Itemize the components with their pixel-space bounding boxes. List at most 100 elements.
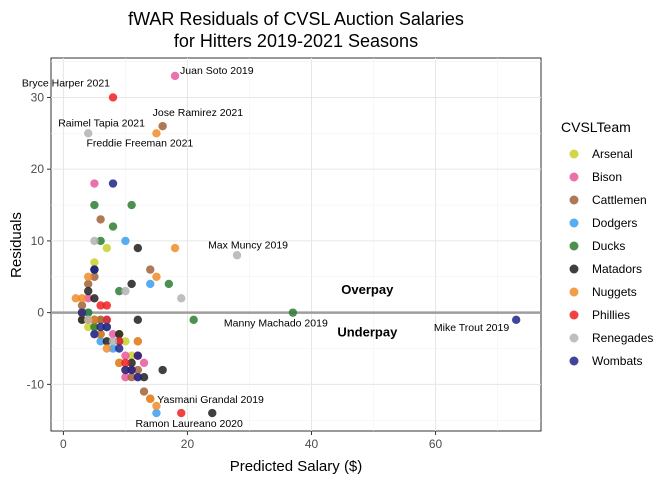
data-point-ducks: [96, 236, 105, 246]
legend-label-arsenal: Arsenal: [592, 147, 633, 161]
data-point-nuggets: [90, 315, 99, 325]
annotation-label: Max Muncy 2019: [208, 239, 288, 251]
data-point-bison: [121, 373, 130, 382]
data-point-cattlemen: [77, 301, 87, 310]
data-point-bison: [121, 351, 130, 360]
legend-label-nuggets: Nuggets: [592, 285, 637, 299]
data-point-nuggets: [77, 294, 87, 303]
data-point-renegades: [121, 286, 130, 296]
legend: CVSLTeam Arsenal Bison Cattlemen Dodgers Duc…: [561, 119, 653, 368]
data-point-renegades: [90, 236, 99, 246]
zone-label-underpay: Underpay: [337, 324, 398, 339]
x-axis-title: Predicted Salary ($): [230, 458, 363, 475]
y-tick-label: 30: [31, 90, 45, 104]
data-point-cattlemen: [127, 373, 136, 382]
data-point-dodgers: [146, 279, 155, 289]
legend-label-dodgers: Dodgers: [592, 216, 637, 230]
y-tick-label: 20: [31, 162, 45, 176]
data-point-wombats: [90, 265, 99, 274]
data-point-nuggets: [152, 401, 161, 411]
legend-key-matadors: [569, 264, 579, 274]
data-point-renegades: [84, 129, 93, 138]
legend-label-cattlemen: Cattlemen: [592, 193, 647, 207]
legend-key-phillies: [569, 310, 579, 320]
data-point-bison: [108, 329, 118, 339]
annotation-label: Jose Ramirez 2021: [153, 107, 244, 119]
data-point-matadors: [90, 294, 99, 303]
data-point-ducks: [164, 279, 174, 289]
data-point-wombats: [90, 329, 99, 339]
data-point-wombats: [108, 179, 118, 188]
data-point-wombats: [115, 344, 124, 353]
data-point-bison: [84, 294, 93, 303]
data-point-dodgers: [152, 408, 161, 418]
annotation-label: Freddie Freeman 2021: [86, 137, 193, 149]
data-point-nuggets: [115, 358, 124, 368]
data-point-arsenal: [127, 351, 136, 360]
data-point-nuggets: [152, 272, 161, 281]
data-point-matadors: [158, 365, 167, 375]
legend-label-phillies: Phillies: [592, 308, 630, 322]
data-point-wombats: [133, 373, 143, 382]
data-point-wombats: [511, 315, 521, 325]
legend-label-matadors: Matadors: [592, 262, 642, 276]
data-point-bison: [90, 179, 99, 188]
data-point-arsenal: [121, 337, 130, 346]
legend-key-ducks: [569, 241, 579, 251]
data-point-ducks: [84, 308, 93, 317]
legend-label-wombats: Wombats: [592, 354, 642, 368]
legend-key-bison: [569, 172, 579, 182]
y-tick-label: 10: [31, 234, 45, 248]
data-point-nuggets: [146, 394, 155, 403]
data-point-cattlemen: [84, 279, 93, 289]
data-point-renegades: [232, 251, 242, 260]
data-point-nuggets: [84, 272, 93, 281]
data-point-matadors: [139, 373, 149, 382]
data-point-nuggets: [71, 294, 81, 303]
data-point-matadors: [102, 337, 112, 346]
legend-label-bison: Bison: [592, 170, 622, 184]
data-point-ducks: [189, 315, 198, 325]
annotation-label: Juan Soto 2019: [180, 65, 254, 77]
x-tick-label: 40: [305, 437, 319, 451]
data-point-arsenal: [90, 258, 99, 267]
legend-title: CVSLTeam: [561, 119, 631, 135]
legend-label-ducks: Ducks: [592, 239, 625, 253]
data-point-arsenal: [84, 322, 93, 332]
data-point-matadors: [77, 315, 87, 325]
data-point-ducks: [108, 222, 118, 231]
data-point-nuggets: [170, 243, 180, 253]
data-point-phillies: [177, 408, 186, 418]
axis-ticks: 0 20 40 60 -10 0 10 20 30: [27, 90, 443, 451]
player-annotations: Juan Soto 2019 Bryce Harper 2021 Jose Rami…: [22, 65, 509, 430]
chart-title-line-2: for Hitters 2019-2021 Seasons: [174, 31, 418, 51]
data-point-bison: [170, 71, 180, 81]
legend-key-cattlemen: [569, 195, 579, 205]
data-points: [71, 71, 521, 418]
legend-label-renegades: Renegades: [592, 331, 653, 345]
legend-key-dodgers: [569, 218, 579, 228]
y-axis-title: Residuals: [8, 212, 25, 278]
x-tick-label: 60: [429, 437, 443, 451]
annotation-label: Yasmani Grandal 2019: [157, 394, 264, 406]
annotation-label: Ramon Laureano 2020: [135, 418, 243, 430]
data-point-phillies: [102, 301, 112, 310]
data-point-phillies: [102, 315, 112, 325]
data-point-wombats: [121, 365, 130, 375]
zone-labels: Overpay Underpay: [337, 282, 398, 339]
annotation-label: Mike Trout 2019: [434, 322, 509, 334]
data-point-phillies: [115, 337, 124, 346]
data-point-cattlemen: [96, 215, 105, 224]
data-point-dodgers: [121, 236, 130, 246]
annotation-label: Raimel Tapia 2021: [58, 117, 145, 129]
data-point-dodgers: [96, 337, 105, 346]
data-point-dodgers: [108, 344, 118, 353]
annotation-label: Manny Machado 2019: [224, 318, 328, 330]
data-point-nuggets: [133, 337, 143, 346]
data-point-ducks: [90, 200, 99, 210]
data-point-nuggets: [96, 329, 105, 339]
zone-label-overpay: Overpay: [341, 282, 394, 297]
data-point-ducks: [127, 200, 136, 210]
data-point-cattlemen: [96, 315, 105, 325]
